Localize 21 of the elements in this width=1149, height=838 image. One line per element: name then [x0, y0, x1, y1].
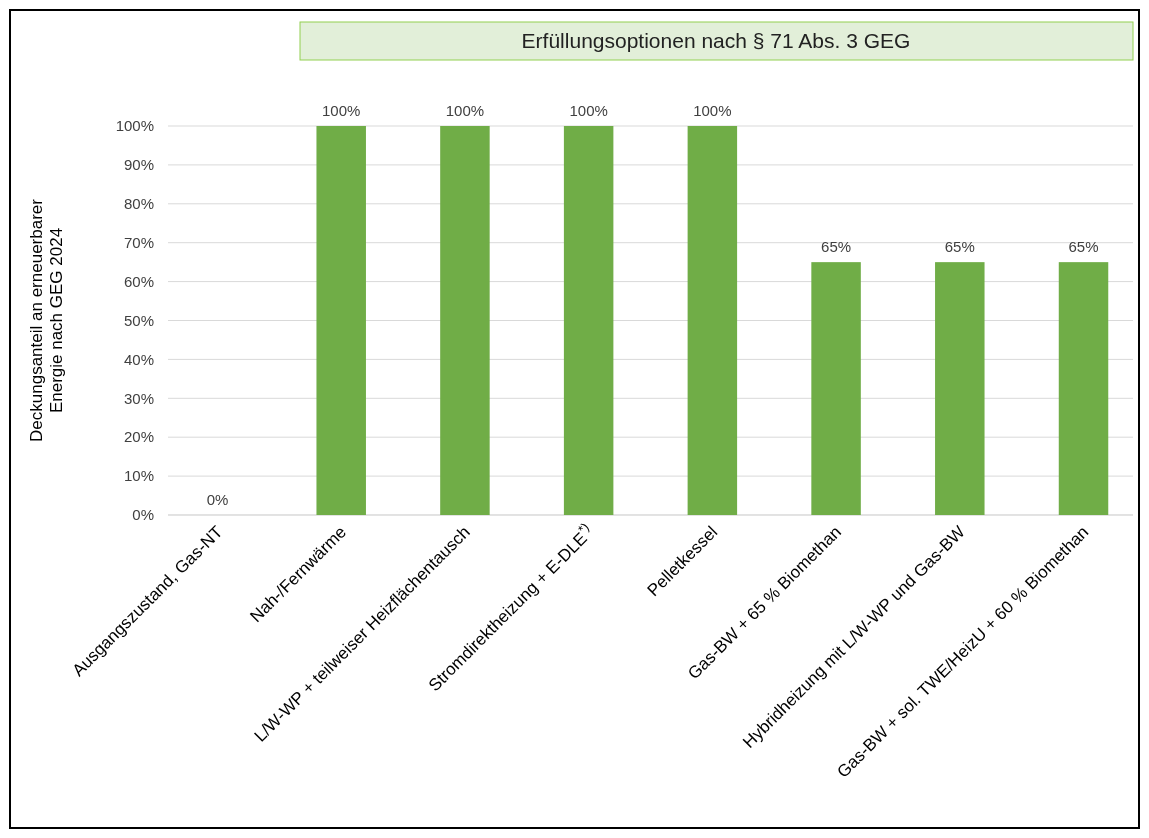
data-label: 65% [1068, 238, 1099, 256]
data-label: 65% [944, 238, 975, 256]
y-tick-label: 40% [123, 350, 154, 368]
chart-title: Erfüllungsoptionen nach § 71 Abs. 3 GEG [521, 29, 911, 52]
data-label: 65% [821, 238, 852, 256]
y-tick-label: 100% [115, 117, 154, 135]
y-tick-label: 20% [123, 428, 154, 446]
y-tick-label: 0% [132, 506, 154, 524]
y-tick-label: 30% [123, 389, 154, 407]
y-tick-label: 60% [123, 272, 154, 290]
data-label: 100% [322, 102, 361, 119]
data-label: 100% [693, 102, 732, 119]
y-tick-label: 80% [123, 195, 154, 213]
data-label: 100% [569, 102, 608, 119]
y-tick-label: 50% [123, 311, 154, 329]
data-label: 0% [206, 491, 229, 508]
y-tick-label: 90% [123, 156, 154, 174]
data-label: 100% [445, 102, 485, 119]
y-tick-label: 70% [123, 233, 154, 251]
y-tick-label: 10% [123, 467, 154, 485]
y-axis-title: Deckungsanteil an erneuerbarer Energie nach GEG 2024 [26, 198, 67, 442]
